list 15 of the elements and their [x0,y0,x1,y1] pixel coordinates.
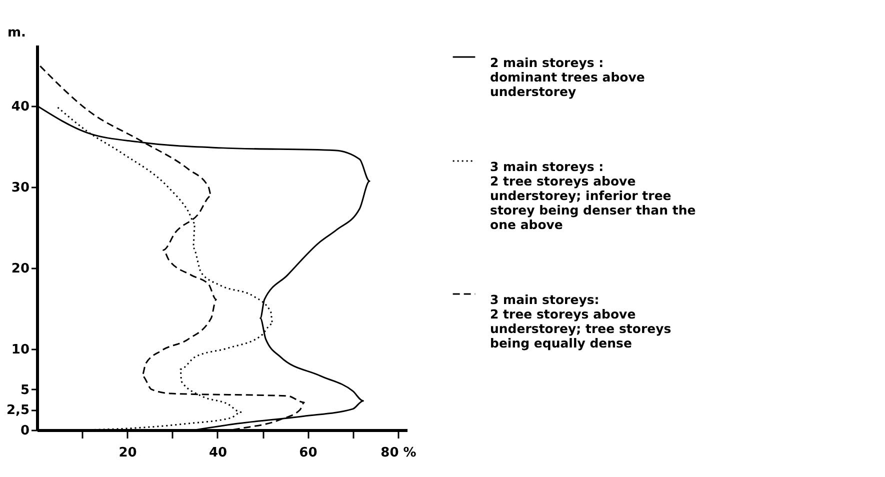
legend-label: 3 main storeys : 2 tree storeys above understorey; inferior tree storey being denser than the one above [490,159,696,232]
y-tick-label: 40 [11,99,30,114]
x-tick-label: 20 [118,446,137,460]
x-tick-label: 60 [299,446,318,460]
x-tick-label: 40 [208,446,228,460]
y-tick-label: 30 [11,180,30,196]
y-axis-title: m. [8,26,26,40]
x-tick-label: 80 % [380,446,416,460]
legend-label: 3 main storeys: 2 tree storeys above understorey; tree storeys being equally dense [490,292,672,350]
legend-label: 2 main storeys : dominant trees above understorey [490,55,645,99]
y-tick-label: 0 [20,424,30,438]
y-tick-label: 10 [11,342,30,358]
y-tick-label: 20 [11,261,30,276]
y-tick-label: 2,5 [6,403,30,418]
y-tick-label: 5 [20,382,30,398]
